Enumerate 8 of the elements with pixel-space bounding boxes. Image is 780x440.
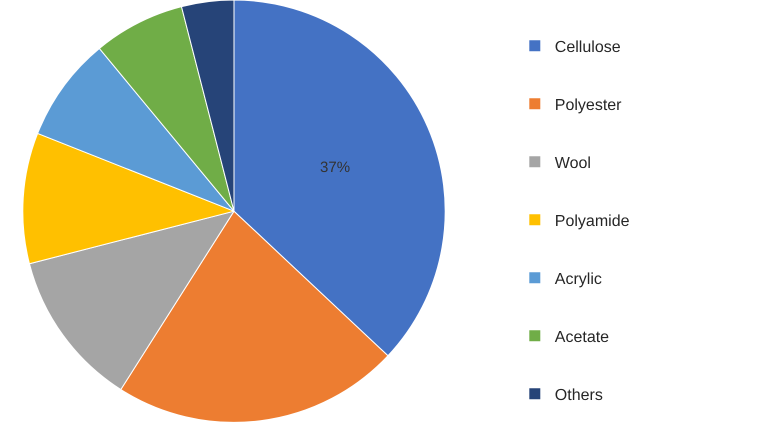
legend-label: Polyamide <box>554 213 630 230</box>
legend-label: Cellulose <box>554 39 621 56</box>
legend-label: Acrylic <box>554 271 602 288</box>
data-label: 37% <box>320 158 350 176</box>
legend-label: Polyester <box>554 97 622 114</box>
legend-label: Wool <box>554 155 591 172</box>
legend-label: Acetate <box>554 329 610 346</box>
legend-label: Others <box>554 387 603 404</box>
